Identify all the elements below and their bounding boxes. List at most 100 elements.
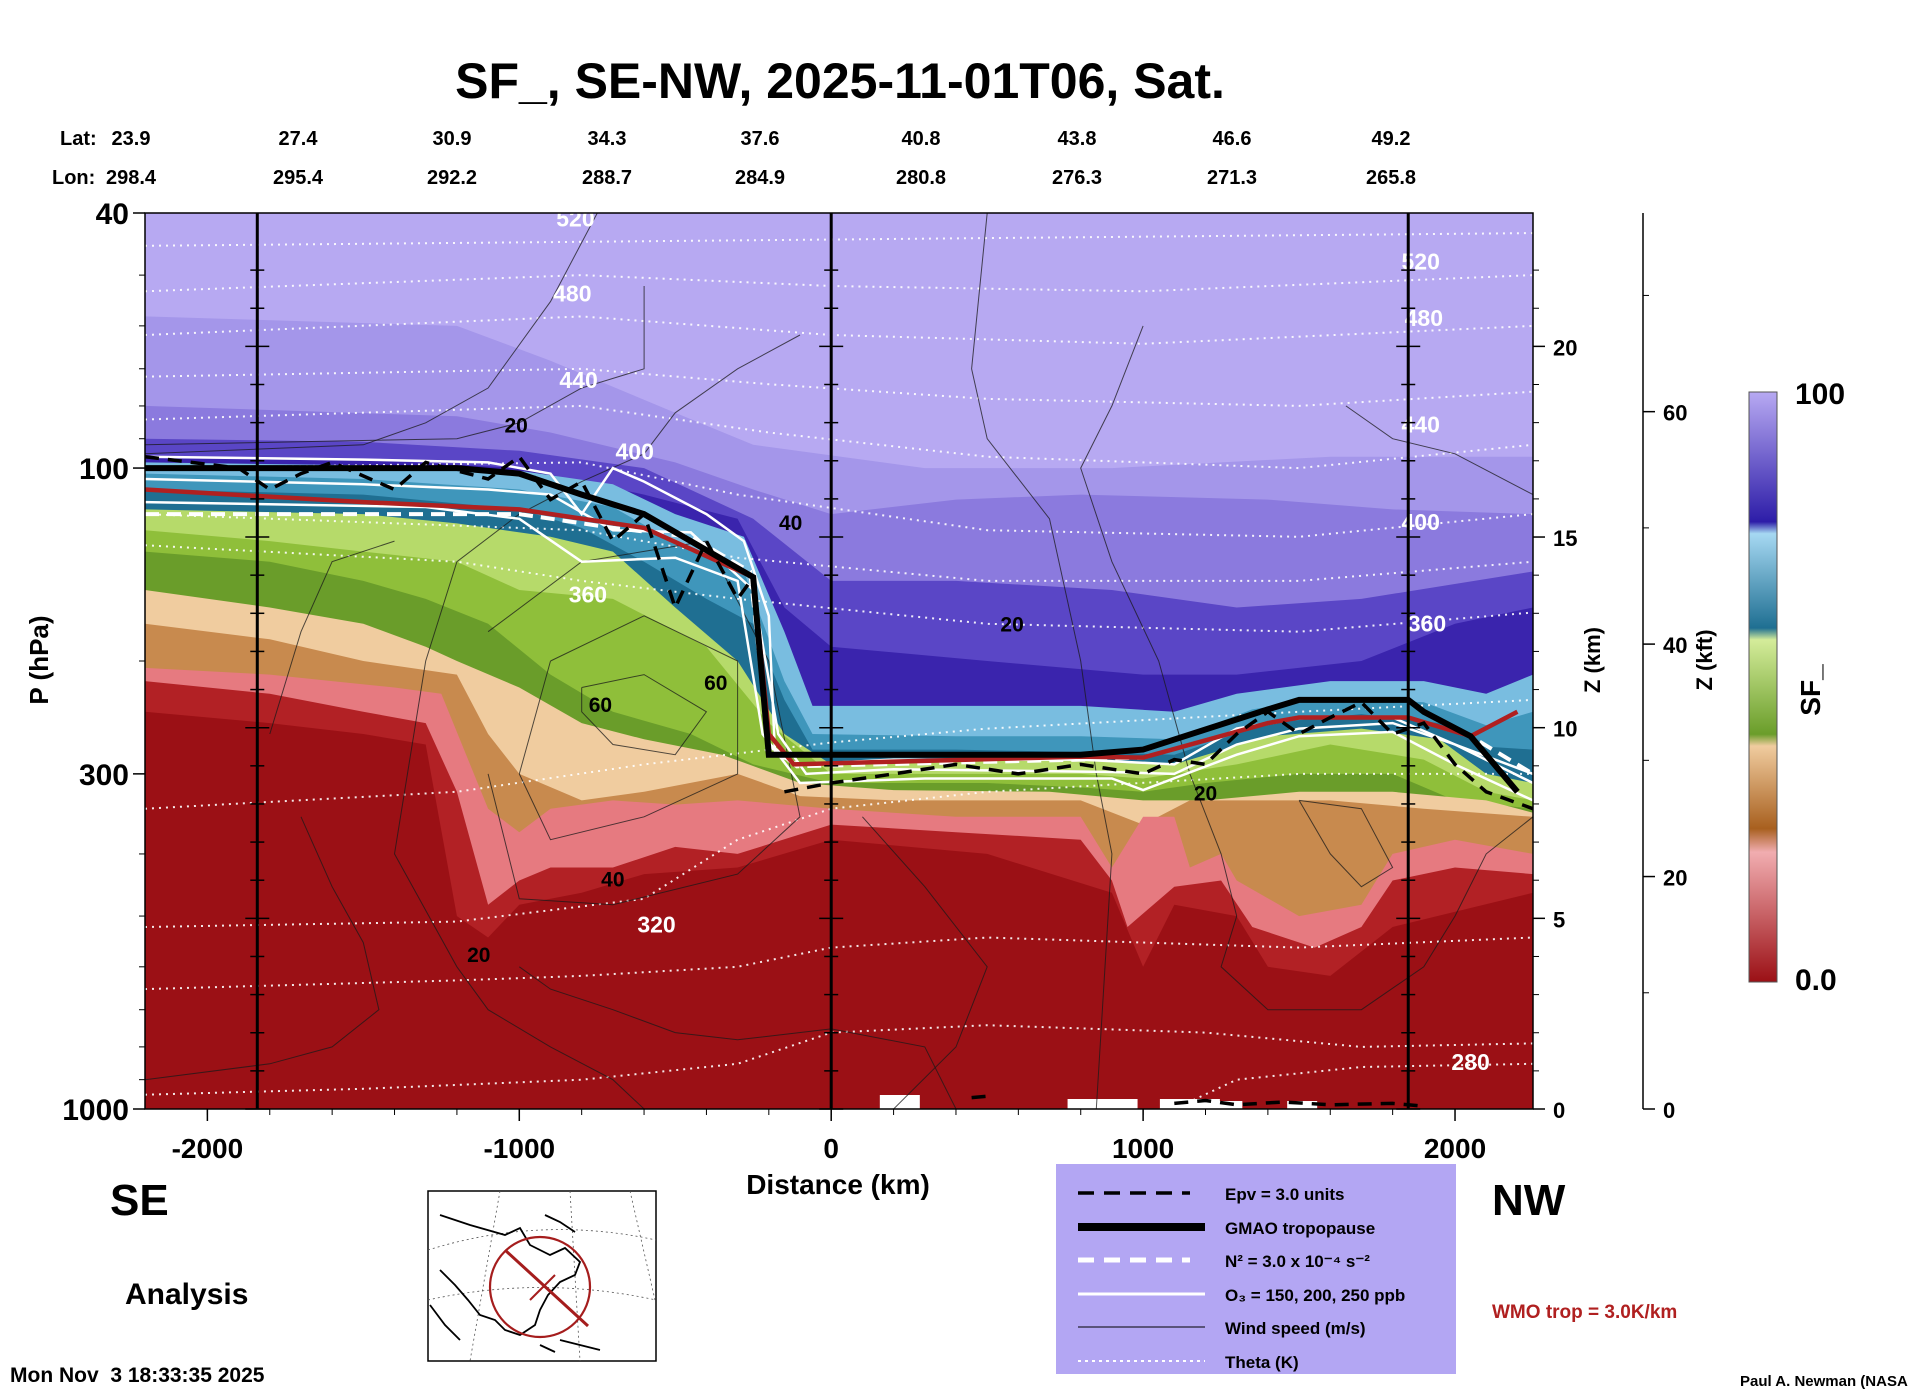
inset-map (427, 1190, 657, 1362)
colorbar-max-label: 100 (1795, 378, 1845, 411)
colorbar-label: SF_ (1795, 664, 1826, 716)
wind-contour (145, 286, 645, 446)
theta-label: 520 (556, 206, 594, 232)
wind-contour (145, 816, 380, 1081)
theta-contour (145, 544, 1533, 633)
wmo-trop-label: WMO trop = 3.0K/km (1492, 1302, 1677, 1323)
theta-contour (145, 404, 1533, 470)
z-kft-tick-label: 60 (1663, 401, 1687, 426)
wind-contour (518, 615, 739, 841)
wind-contour (519, 966, 957, 1109)
lat-lon-labels: 23.9 27.4 30.9 34.3 37.6 40.8 43.8 46.6 49.2 298.… (106, 128, 1416, 189)
lat-label: Lat: (60, 128, 97, 150)
lon-value: 298.4 (106, 167, 157, 189)
y-tick-label: 300 (79, 759, 129, 792)
inset-range-circle (488, 1235, 592, 1339)
theta-label: 480 (553, 281, 591, 307)
wind-contour (1345, 405, 1533, 496)
colorbar-min-label: 0.0 (1795, 964, 1837, 997)
z-kft-tick-label: 0 (1663, 1098, 1675, 1123)
lon-value: 280.8 (896, 167, 946, 189)
terrain-patch (879, 1095, 920, 1109)
lat-value: 37.6 (741, 128, 780, 150)
wind-label: 60 (589, 694, 612, 717)
lon-value: 295.4 (273, 167, 324, 189)
theta-label: 280 (1451, 1049, 1489, 1075)
terrain-patch (1067, 1099, 1138, 1109)
lat-value: 34.3 (588, 128, 627, 150)
wind-label: 60 (704, 672, 727, 695)
wind-contour (487, 540, 801, 906)
lat-value: 30.9 (433, 128, 472, 150)
theta-contour (145, 772, 1533, 928)
lat-value: 27.4 (279, 128, 319, 150)
legend: Epv = 3.0 units GMAO tropopause N² = 3.0… (1056, 1164, 1456, 1374)
x-tick-label: -2000 (172, 1133, 244, 1164)
lon-label: Lon: (52, 167, 95, 189)
legend-box (1056, 1164, 1456, 1374)
legend-item-o3: O₃ = 150, 200, 250 ppb (1078, 1286, 1405, 1305)
lat-value: 46.6 (1213, 128, 1252, 150)
wind-label: 40 (779, 512, 802, 535)
band-dark-red (145, 711, 1533, 1109)
theta-contour (145, 513, 1533, 582)
lon-value: 276.3 (1052, 167, 1102, 189)
ozone-contour (145, 500, 1533, 802)
theta-contour (1173, 1062, 1533, 1109)
wind-contour (393, 334, 801, 1109)
legend-item-theta: Theta (K) (1078, 1353, 1299, 1372)
wind-contour (145, 213, 598, 455)
theta-contour (145, 461, 1533, 538)
sf-colour-field (145, 316, 1533, 1109)
wind-contour (269, 540, 395, 735)
legend-wind-text: Wind speed (m/s) (1225, 1319, 1366, 1338)
gmao-tropopause-line (145, 465, 1520, 794)
legend-item-wind: Wind speed (m/s) (1078, 1319, 1366, 1338)
wind-label: 20 (1000, 614, 1023, 637)
z-km-tick-label: 10 (1553, 717, 1577, 742)
x-tick-label: 1000 (1112, 1133, 1174, 1164)
theta-label: 400 (616, 439, 654, 465)
theta-label: 440 (559, 367, 597, 393)
lon-value: 265.8 (1366, 167, 1416, 189)
inset-coastline (429, 1214, 601, 1353)
credit: Paul A. Newman (NASA (1740, 1373, 1908, 1390)
y-tick-label: 100 (79, 453, 129, 486)
lat-value: 43.8 (1058, 128, 1097, 150)
z-km-label: Z (km) (1580, 627, 1605, 693)
z-km-tick-label: 20 (1553, 335, 1577, 360)
x-tick-label: 0 (823, 1133, 839, 1164)
wind-label: 40 (601, 869, 624, 892)
axes: -2000 -1000 0 1000 2000 40 100 300 1000 (62, 198, 1486, 1164)
lon-value: 288.7 (582, 167, 632, 189)
y-tick-label: 40 (96, 198, 129, 231)
epv-line (1174, 1098, 1424, 1108)
theta-label: 320 (637, 911, 675, 937)
plot-area: 5204804404003603205204804404003602802040… (145, 206, 1533, 1109)
analysis-label: Analysis (125, 1278, 248, 1311)
inset-section-line (503, 1248, 590, 1328)
theta-label: 360 (569, 581, 607, 607)
wind-label: 20 (467, 944, 490, 967)
wind-contours (145, 213, 1533, 1109)
legend-n2-text: N² = 3.0 x 10⁻⁴ s⁻² (1225, 1252, 1370, 1271)
lat-value: 40.8 (902, 128, 941, 150)
x-tick-label: 2000 (1424, 1133, 1486, 1164)
x-tick-label: -1000 (483, 1133, 555, 1164)
epv-line (971, 1094, 988, 1100)
z-km-tick-label: 5 (1553, 907, 1565, 932)
terrain-patch (1287, 1101, 1318, 1109)
z-kft-tick-label: 20 (1663, 866, 1687, 891)
nw-label: NW (1492, 1176, 1566, 1225)
y-tick-label: 1000 (62, 1094, 129, 1127)
chart-title: SF_, SE-NW, 2025-11-01T06, Sat. (455, 53, 1225, 109)
lon-value: 284.9 (735, 167, 785, 189)
lon-value: 271.3 (1207, 167, 1257, 189)
legend-item-epv: Epv = 3.0 units (1078, 1185, 1345, 1204)
legend-item-gmao: GMAO tropopause (1078, 1219, 1375, 1238)
z-km-tick-label: 15 (1553, 526, 1577, 551)
terrain-patch (1159, 1099, 1220, 1109)
wind-contour (1298, 799, 1394, 888)
lat-value: 49.2 (1372, 128, 1411, 150)
